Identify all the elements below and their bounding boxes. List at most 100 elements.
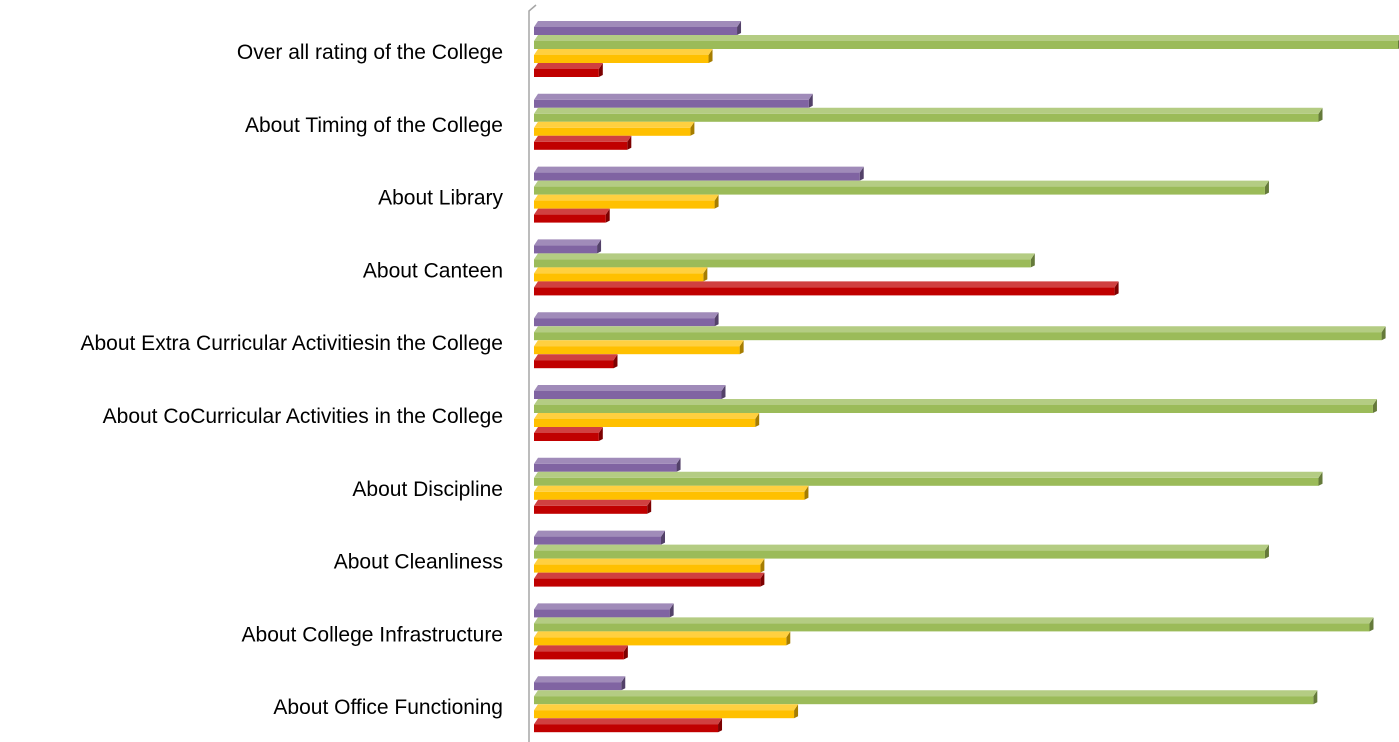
bar-side-face	[714, 312, 719, 327]
bar	[534, 107, 1323, 122]
bar-front-face	[534, 141, 628, 150]
bar-front-face	[534, 214, 606, 223]
bar-side-face	[1318, 471, 1323, 486]
bar-front-face	[534, 710, 795, 719]
category-label: About Library	[378, 187, 503, 210]
bar-top-face	[534, 35, 1399, 41]
bar-front-face	[534, 200, 715, 209]
bar	[534, 603, 674, 618]
bar-side-face	[598, 63, 603, 77]
bar-front-face	[534, 477, 1319, 486]
bar	[534, 253, 1035, 268]
bar-side-face	[794, 704, 799, 719]
bar	[534, 239, 602, 254]
bar	[534, 121, 695, 136]
bar-side-face	[627, 135, 632, 150]
bar-top-face	[534, 326, 1386, 333]
bar-front-face	[534, 186, 1265, 195]
bar-side-face	[718, 718, 723, 733]
bar-front-face	[534, 287, 1115, 296]
bar-side-face	[597, 239, 602, 254]
bar-side-face	[1264, 544, 1269, 559]
bar-side-face	[1114, 281, 1119, 296]
bar-front-face	[534, 273, 704, 282]
bar-top-face	[534, 676, 626, 683]
bar	[534, 631, 791, 646]
category-label: About Canteen	[363, 259, 503, 282]
bar	[534, 35, 1399, 49]
bar-side-face	[804, 485, 809, 500]
bar-front-face	[534, 346, 740, 355]
bar-front-face	[534, 505, 648, 514]
bar-top-face	[534, 645, 628, 652]
bar-side-face	[661, 530, 666, 545]
bar-top-face	[534, 49, 713, 55]
bar-top-face	[534, 312, 719, 319]
bar	[534, 326, 1386, 341]
bar-front-face	[534, 405, 1373, 413]
bar-front-face	[534, 332, 1382, 341]
bar-top-face	[534, 121, 695, 128]
bar-top-face	[534, 485, 809, 492]
bar-front-face	[534, 391, 722, 399]
bar-front-face	[534, 41, 1398, 49]
bar	[534, 676, 626, 691]
bar-side-face	[1318, 107, 1323, 122]
category-label: About Office Functioning	[273, 696, 503, 719]
bar-side-face	[1030, 253, 1035, 268]
bar	[534, 93, 813, 108]
bar	[534, 399, 1377, 413]
bar-front-face	[534, 113, 1319, 122]
bar-front-face	[534, 682, 622, 691]
bar-side-face	[623, 645, 628, 660]
category-label: About Extra Curricular Activitiesin the …	[80, 332, 503, 355]
bar-side-face	[714, 194, 719, 209]
axis-layer	[528, 4, 537, 742]
bar-top-face	[534, 499, 652, 506]
bar-side-face	[1372, 399, 1377, 413]
bar-top-face	[534, 135, 632, 142]
category-label: About Discipline	[352, 478, 503, 501]
bar-top-face	[534, 530, 666, 537]
bar-front-face	[534, 27, 738, 35]
bar-front-face	[534, 127, 691, 136]
bar-top-face	[534, 704, 799, 711]
bar-top-face	[534, 107, 1323, 114]
bar-side-face	[647, 499, 652, 514]
category-label: About CoCurricular Activities in the Col…	[103, 405, 503, 428]
bar-front-face	[534, 536, 662, 545]
bar-side-face	[676, 457, 681, 472]
bar-top-face	[534, 457, 681, 464]
bar	[534, 208, 610, 223]
bar	[534, 572, 765, 587]
bar-side-face	[613, 354, 618, 369]
bar-front-face	[534, 172, 860, 181]
bar-side-face	[605, 208, 610, 223]
bar	[534, 180, 1269, 195]
bar	[534, 312, 719, 327]
bar	[534, 530, 666, 545]
bar-side-face	[786, 631, 791, 646]
bar	[534, 617, 1374, 632]
bar-front-face	[534, 623, 1370, 632]
bar-front-face	[534, 550, 1265, 559]
bars	[534, 21, 1399, 733]
bar	[534, 354, 618, 369]
bar	[534, 413, 760, 427]
bar-side-face	[621, 676, 626, 691]
bar-front-face	[534, 637, 787, 646]
bar-top-face	[534, 690, 1318, 697]
bar-side-face	[808, 93, 813, 108]
bar-front-face	[534, 318, 715, 327]
bar-top-face	[534, 340, 744, 347]
bar	[534, 690, 1318, 705]
bar-front-face	[534, 564, 761, 573]
bar-top-face	[534, 166, 864, 173]
bar-front-face	[534, 724, 719, 733]
bar-top-face	[534, 617, 1374, 624]
category-label: About Timing of the College	[245, 114, 503, 137]
bar-side-face	[1381, 326, 1386, 341]
bar-top-face	[534, 93, 813, 100]
bar	[534, 471, 1323, 486]
